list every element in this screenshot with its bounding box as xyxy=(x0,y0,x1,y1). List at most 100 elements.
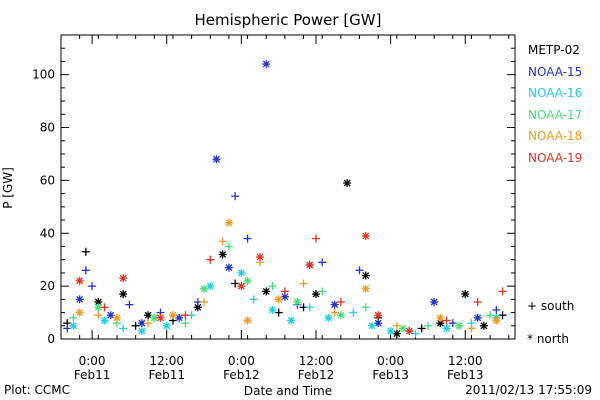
data-point xyxy=(119,324,128,333)
marker-stroke xyxy=(312,290,320,298)
data-point xyxy=(150,313,159,322)
data-point xyxy=(193,303,202,312)
data-point xyxy=(175,313,184,322)
marker-stroke xyxy=(94,303,102,311)
data-point xyxy=(224,242,233,251)
marker-stroke xyxy=(138,327,146,335)
marker-stroke xyxy=(455,322,463,330)
marker-stroke xyxy=(287,317,295,324)
marker-stroke xyxy=(262,287,270,295)
data-point xyxy=(498,287,507,296)
x-tick-date-label: Feb11 xyxy=(74,368,111,382)
data-point xyxy=(399,324,408,333)
x-tick-time-label: 0:00 xyxy=(377,354,404,368)
marker-stroke xyxy=(393,330,401,338)
data-point xyxy=(287,316,296,325)
data-point xyxy=(473,313,482,322)
marker-stroke xyxy=(94,298,102,306)
data-point xyxy=(106,311,115,320)
marker-stroke xyxy=(436,319,444,327)
marker-stroke xyxy=(387,327,395,335)
marker-stroke xyxy=(331,301,339,309)
data-point xyxy=(492,305,501,314)
data-point xyxy=(137,327,146,336)
data-point xyxy=(206,255,215,264)
marker-stroke xyxy=(474,314,482,322)
data-point xyxy=(144,311,153,320)
marker-stroke xyxy=(244,317,252,324)
data-point xyxy=(330,300,339,309)
marker-stroke xyxy=(405,327,413,335)
legend-entry: METP-02 xyxy=(528,43,580,57)
data-point xyxy=(349,308,358,317)
data-point xyxy=(305,303,314,312)
marker-stroke xyxy=(492,317,500,324)
marker-stroke xyxy=(150,314,158,322)
data-point xyxy=(131,321,140,330)
y-axis-ticks: 0 20 40 60 80 100 xyxy=(32,34,515,346)
data-point xyxy=(249,295,258,304)
marker-stroke xyxy=(324,314,332,322)
data-point xyxy=(361,271,370,280)
data-point xyxy=(200,284,209,293)
marker-stroke xyxy=(157,314,164,322)
data-point xyxy=(206,282,215,291)
data-point xyxy=(125,300,134,309)
data-point xyxy=(479,321,488,330)
data-point xyxy=(212,155,221,164)
marker-stroke xyxy=(213,155,220,163)
marker-stroke xyxy=(206,282,214,290)
marker-stroke xyxy=(69,322,77,330)
y-tick-label: 60 xyxy=(40,173,55,187)
data-point xyxy=(430,297,439,306)
marker-stroke xyxy=(169,311,177,319)
legend-entry: NOAA-15 xyxy=(528,64,583,79)
data-point xyxy=(75,295,84,304)
data-point xyxy=(455,321,464,330)
legend-entry: NOAA-16 xyxy=(528,86,583,100)
y-axis-label: P [GW] xyxy=(1,167,15,209)
data-point xyxy=(237,268,246,277)
y-tick-label: 0 xyxy=(47,332,55,346)
marker-stroke xyxy=(362,272,370,280)
marker-stroke xyxy=(76,295,84,303)
marker-stroke xyxy=(163,322,171,330)
data-point xyxy=(237,282,246,291)
y-tick-label: 40 xyxy=(40,226,55,240)
data-point xyxy=(280,287,289,296)
data-point xyxy=(448,319,457,328)
legend-entry: NOAA-18 xyxy=(528,129,583,143)
marker-stroke xyxy=(244,277,252,285)
data-point xyxy=(361,303,370,312)
data-point xyxy=(81,266,90,275)
data-point xyxy=(81,247,90,256)
data-point xyxy=(112,313,121,322)
data-point xyxy=(94,311,103,320)
marker-stroke xyxy=(256,253,264,261)
marker-stroke xyxy=(337,311,345,319)
data-point xyxy=(100,303,109,312)
data-point xyxy=(299,279,308,288)
marker-stroke xyxy=(113,314,121,322)
data-point xyxy=(336,297,345,306)
data-point xyxy=(305,260,314,269)
data-point xyxy=(144,319,153,328)
data-point xyxy=(392,329,401,338)
data-point xyxy=(274,295,283,304)
x-tick-time-label: 0:00 xyxy=(79,354,106,368)
data-point xyxy=(243,316,252,325)
data-point xyxy=(100,316,109,325)
data-point xyxy=(256,253,265,262)
data-point xyxy=(181,311,190,320)
marker-stroke xyxy=(368,322,376,330)
marker-stroke xyxy=(119,290,127,298)
marker-stroke xyxy=(76,277,84,285)
data-point xyxy=(392,321,401,330)
y-tick-label: 20 xyxy=(40,279,55,293)
marker-stroke xyxy=(194,303,202,311)
data-point xyxy=(231,192,240,201)
data-point xyxy=(442,324,451,333)
data-point xyxy=(461,290,470,299)
marker-stroke xyxy=(119,274,127,282)
